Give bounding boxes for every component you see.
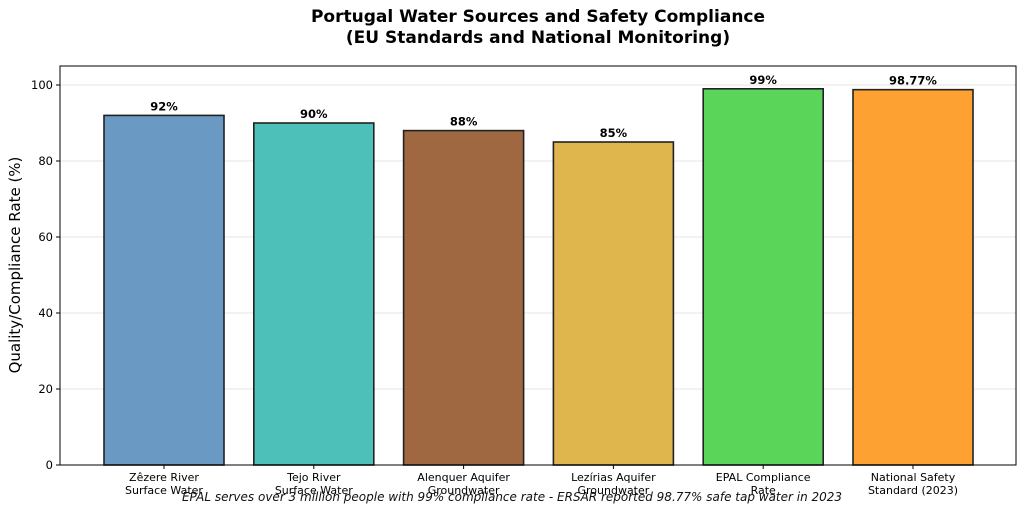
footnote-annotation: EPAL serves over 3 million people with 9… (181, 490, 843, 504)
bar (402, 129, 525, 466)
x-tick-label: Lezírias Aquifer (571, 471, 656, 484)
bar (103, 114, 225, 466)
y-tick-label: 0 (46, 458, 53, 472)
x-tick-label: EPAL Compliance (716, 471, 811, 484)
x-tick-label: Standard (2023) (868, 484, 958, 497)
bar (552, 141, 675, 466)
y-axis-ticks: 0 20 40 60 80 100 (31, 78, 60, 472)
bar-value-label: 88% (450, 115, 478, 129)
x-tick-label: Surface Water (275, 484, 353, 497)
x-tick-label: Groundwater (428, 484, 500, 497)
x-tick-label: National Safety (871, 471, 956, 484)
x-tick-label: Zêzere River (129, 471, 199, 484)
y-tick-label: 40 (38, 306, 53, 320)
x-tick-label: Rate (751, 484, 776, 497)
bar-value-label: 99% (749, 73, 777, 87)
bars (103, 88, 974, 466)
y-tick-label: 60 (38, 230, 53, 244)
x-tick-label: Groundwater (577, 484, 649, 497)
x-tick-label: Tejo River (286, 471, 341, 484)
plot-frame (59, 65, 1017, 466)
value-labels: 92% 90% 88% 85% 99% 98.77% (150, 73, 937, 140)
chart-title: Portugal Water Sources and Safety Compli… (310, 7, 766, 27)
chart-subtitle: (EU Standards and National Monitoring) (345, 28, 731, 48)
bar-value-label: 92% (150, 99, 178, 113)
bar-value-label: 90% (300, 107, 328, 121)
y-tick-label: 20 (38, 382, 53, 396)
bar (253, 122, 375, 466)
y-tick-label: 80 (38, 154, 53, 168)
bar-value-label: 85% (600, 126, 628, 140)
bar-value-label: 98.77% (889, 74, 937, 88)
x-tick-label: Surface Water (125, 484, 203, 497)
bar (852, 88, 974, 466)
y-tick-label: 100 (31, 78, 53, 92)
bar (702, 88, 825, 466)
x-tick-label: Alenquer Aquifer (417, 471, 510, 484)
